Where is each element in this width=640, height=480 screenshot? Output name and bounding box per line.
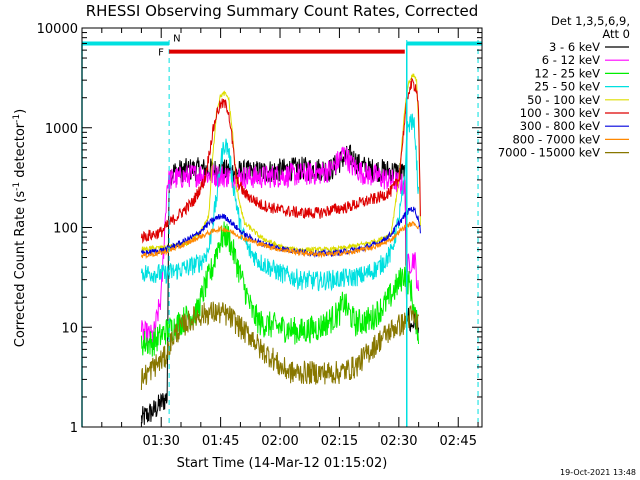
x-tick-label-2: 02:00 xyxy=(261,434,298,449)
legend-label-2: 12 - 25 keV xyxy=(534,66,600,80)
x-tick-label-1: 01:45 xyxy=(202,434,239,449)
chart-title: RHESSI Observing Summary Count Rates, Co… xyxy=(86,2,479,20)
legend-label-7: 800 - 7000 keV xyxy=(512,132,600,146)
legend-label-3: 25 - 50 keV xyxy=(534,80,600,94)
legend-label-5: 100 - 300 keV xyxy=(520,106,600,120)
x-tick-label-3: 02:15 xyxy=(321,434,358,449)
night-flag-label: N xyxy=(173,33,180,44)
y-tick-label-4: 10000 xyxy=(37,22,78,37)
legend-label-6: 300 - 800 keV xyxy=(520,119,600,133)
x-tick-label-0: 01:30 xyxy=(142,434,179,449)
legend-label-0: 3 - 6 keV xyxy=(549,40,600,54)
y-axis-label: Corrected Count Rate (s-1 detector-1) xyxy=(12,109,28,347)
y-tick-label-0: 1 xyxy=(70,421,78,436)
y-tick-label-2: 100 xyxy=(53,222,78,237)
legend-label-8: 7000 - 15000 keV xyxy=(498,146,600,160)
series-line-2 xyxy=(140,221,419,357)
legend-title-line-2: Att 0 xyxy=(602,27,630,41)
series-line-8 xyxy=(140,301,419,391)
x-tick-label-4: 02:30 xyxy=(380,434,417,449)
legend-label-4: 50 - 100 keV xyxy=(527,93,600,107)
y-tick-label-3: 1000 xyxy=(45,122,78,137)
flare-flag-label: F xyxy=(158,48,164,59)
y-tick-label-1: 10 xyxy=(61,321,78,336)
legend-label-1: 6 - 12 keV xyxy=(542,53,600,67)
series-line-7 xyxy=(140,220,419,260)
series-line-3 xyxy=(140,113,419,292)
series-line-5 xyxy=(140,77,421,244)
series-layer xyxy=(140,73,421,425)
x-axis-label: Start Time (14-Mar-12 01:15:02) xyxy=(177,456,388,471)
tick-layer: 1 10 100 1000 10000 01:30 01:45 02:00 02:15 02:30… xyxy=(37,22,482,449)
series-line-1 xyxy=(140,146,419,346)
generation-timestamp: 19-Oct-2021 13:48 xyxy=(560,468,636,477)
legend-title-line-1: Det 1,3,5,6,9, xyxy=(551,14,630,28)
series-line-0 xyxy=(140,144,419,425)
x-tick-label-5: 02:45 xyxy=(440,434,477,449)
